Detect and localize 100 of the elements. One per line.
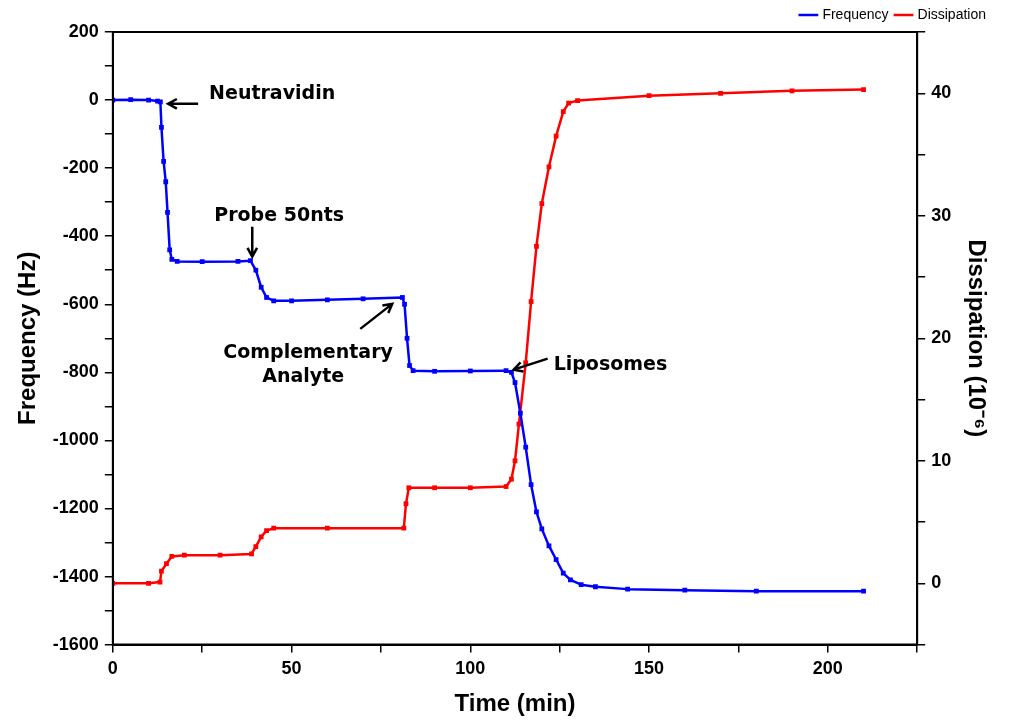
point [128, 97, 134, 103]
legend-label: Frequency [822, 5, 889, 22]
point [404, 335, 410, 341]
point [578, 582, 584, 588]
point [593, 584, 598, 590]
point [360, 296, 366, 302]
x-tick-label: 100 [455, 658, 486, 679]
point [568, 577, 573, 583]
y2-tick-label: 10 [931, 449, 952, 470]
annotation: Probe 50nts [214, 201, 345, 226]
y-tick-label: -1400 [52, 565, 99, 586]
point [789, 88, 795, 94]
point [159, 568, 164, 574]
x-tick-label: 200 [812, 658, 843, 679]
point [534, 509, 539, 515]
y-tick-label: 0 [88, 89, 99, 110]
point [512, 458, 518, 464]
point [199, 259, 205, 265]
point [509, 476, 514, 482]
point [400, 295, 405, 300]
point [264, 295, 269, 300]
point [159, 124, 164, 130]
point [410, 368, 416, 374]
point [258, 284, 264, 290]
x-tick-label: 0 [107, 658, 118, 679]
point [553, 557, 559, 562]
point [157, 579, 163, 585]
point [264, 528, 269, 534]
point [165, 210, 170, 215]
point [271, 525, 277, 531]
point [235, 259, 241, 264]
point [575, 98, 580, 103]
point [528, 299, 534, 304]
y-tick-label: -1200 [52, 497, 99, 518]
point [528, 482, 534, 488]
point [181, 552, 187, 558]
point [253, 267, 259, 273]
point [523, 360, 529, 366]
point [560, 570, 566, 576]
x-axis-title: Time (min) [454, 689, 576, 717]
point [432, 485, 437, 491]
point [546, 543, 552, 549]
point [217, 552, 223, 558]
point [566, 100, 572, 106]
y2-tick-label: 0 [931, 572, 942, 593]
point [503, 368, 509, 374]
point [718, 90, 723, 96]
y-tick-label: -400 [62, 225, 99, 246]
point [161, 158, 166, 164]
point [271, 298, 277, 304]
y-tick-label: -200 [62, 157, 99, 178]
point [517, 410, 523, 416]
point [512, 380, 518, 385]
point [289, 298, 294, 304]
legend-label: Dissipation [917, 5, 987, 22]
y2-axis-title: Dissipation (10⁻⁶) [963, 239, 991, 438]
point [258, 534, 264, 540]
point [406, 485, 412, 491]
point [753, 588, 759, 594]
point [253, 544, 259, 549]
point [402, 301, 407, 307]
annotation: Complementary Analyte [223, 338, 393, 387]
point [163, 179, 169, 185]
point [503, 484, 509, 489]
point [861, 87, 866, 92]
point [553, 133, 559, 139]
y-tick-label: -600 [62, 293, 99, 314]
y-tick-label: 200 [68, 20, 99, 41]
y-tick-label: -1000 [52, 429, 99, 450]
y-axis-title: Frequency (Hz) [13, 251, 41, 425]
y2-tick-label: 40 [931, 82, 952, 103]
point [324, 525, 330, 531]
point [682, 587, 688, 593]
point [539, 201, 545, 206]
point [407, 363, 412, 368]
point [146, 580, 151, 586]
point [861, 588, 866, 594]
point [467, 368, 473, 374]
point [169, 256, 175, 262]
y2-tick-label: 20 [931, 327, 952, 348]
point [249, 551, 254, 557]
point [467, 485, 473, 491]
point [324, 297, 330, 303]
x-tick-label: 50 [281, 658, 302, 679]
point [516, 421, 522, 427]
point [646, 93, 652, 99]
y-tick-label: -1600 [52, 633, 99, 654]
point [167, 247, 173, 253]
point [534, 244, 539, 249]
point [523, 444, 529, 450]
point [509, 369, 514, 375]
point [625, 586, 630, 592]
y2-tick-label: 30 [931, 204, 952, 225]
point [539, 526, 545, 532]
point [401, 525, 407, 531]
point [432, 368, 437, 374]
point [248, 258, 253, 264]
point [174, 259, 180, 264]
y-tick-label: -800 [62, 361, 99, 382]
point [560, 109, 566, 115]
